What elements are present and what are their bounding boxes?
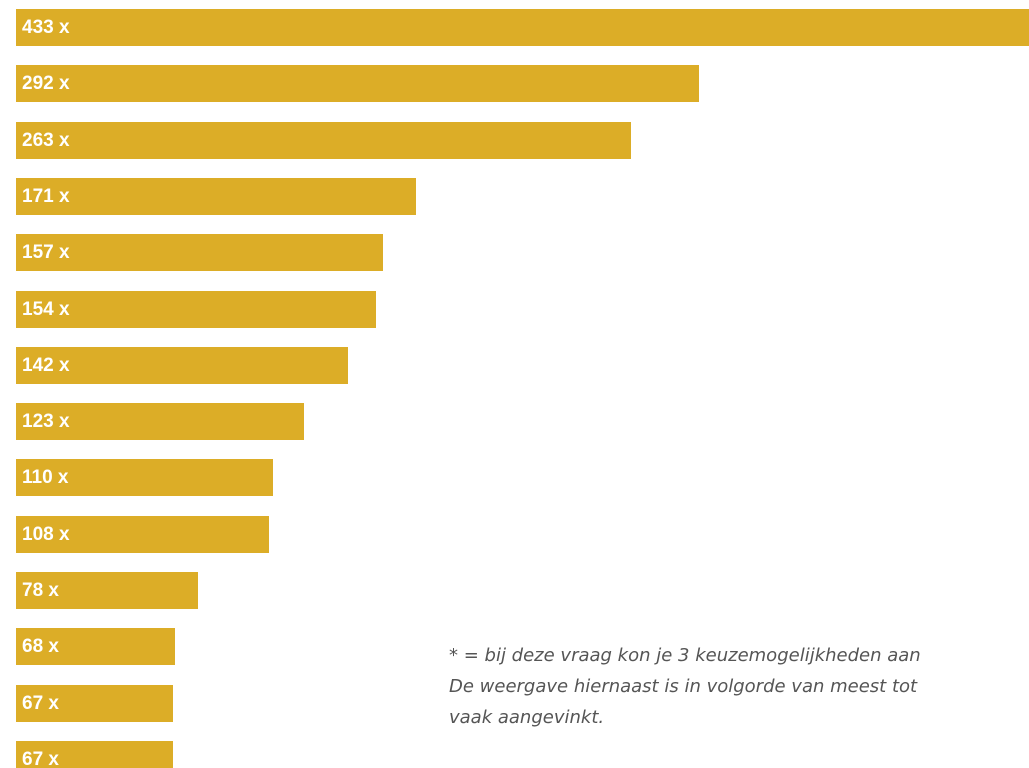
bar-label-7: 142 x: [22, 355, 70, 376]
bar-10: [16, 516, 269, 553]
bar-label-12: 68 x: [22, 636, 59, 657]
bar-label-2: 292 x: [22, 73, 70, 94]
bar-label-1: 433 x: [22, 17, 70, 38]
bar-label-6: 154 x: [22, 299, 70, 320]
footnote-line-2: De weergave hiernaast is in volgorde van…: [449, 676, 918, 697]
bar-3: [16, 122, 631, 159]
footnote: * = bij deze vraag kon je 3 keuzemogelij…: [449, 640, 1029, 733]
footnote-line-3: vaak aangevinkt.: [449, 707, 605, 728]
bar-label-14: 67 x: [22, 749, 59, 768]
bar-label-13: 67 x: [22, 693, 59, 714]
bar-8: [16, 403, 304, 440]
bar-13: [16, 685, 173, 722]
bar-label-8: 123 x: [22, 411, 70, 432]
bar-4: [16, 178, 416, 215]
bar-label-4: 171 x: [22, 186, 70, 207]
bar-11: [16, 572, 198, 609]
bar-7: [16, 347, 348, 384]
bar-label-3: 263 x: [22, 130, 70, 151]
bar-label-10: 108 x: [22, 524, 70, 545]
footnote-line-1: * = bij deze vraag kon je 3 keuzemogelij…: [449, 645, 921, 666]
bar-2: [16, 65, 699, 102]
bar-label-5: 157 x: [22, 242, 70, 263]
bar-label-11: 78 x: [22, 580, 59, 601]
bar-12: [16, 628, 175, 665]
bar-label-9: 110 x: [22, 467, 69, 488]
bar-9: [16, 459, 273, 496]
bar-14: [16, 741, 173, 768]
bar-6: [16, 291, 376, 328]
bar-1: [16, 9, 1029, 46]
bar-5: [16, 234, 383, 271]
